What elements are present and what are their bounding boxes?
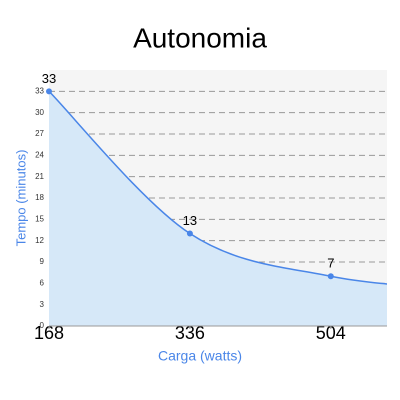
y-tick-label: 6 (40, 278, 45, 287)
point (46, 88, 52, 95)
y-tick-label: 18 (35, 193, 44, 202)
y-tick-label: 27 (35, 129, 44, 138)
x-tick-label: 504 (316, 323, 346, 343)
data-label: 13 (183, 213, 197, 228)
area-fill (49, 91, 387, 326)
x-tick-label: 168 (34, 323, 64, 343)
y-tick-label: 30 (35, 108, 44, 117)
point (327, 273, 334, 280)
y-tick-label: 24 (35, 150, 44, 159)
y-tick-label: 12 (35, 236, 44, 245)
y-tick-label: 33 (35, 86, 44, 95)
data-label: 7 (327, 256, 334, 271)
y-tick-label: 3 (40, 300, 45, 309)
y-axis-title: Tempo (minutos) (13, 150, 28, 247)
y-tick-label: 21 (35, 172, 44, 181)
chart-title: Autonomia (133, 22, 267, 53)
x-tick-label: 336 (175, 323, 205, 343)
y-tick-label: 0 (40, 321, 45, 330)
series (49, 90, 387, 326)
data-label: 33 (42, 71, 56, 86)
line (49, 90, 387, 285)
y-tick-label: 15 (35, 214, 44, 223)
x-axis-title: Carga (watts) (158, 348, 242, 364)
point (186, 230, 193, 237)
y-tick-label: 9 (40, 257, 45, 266)
